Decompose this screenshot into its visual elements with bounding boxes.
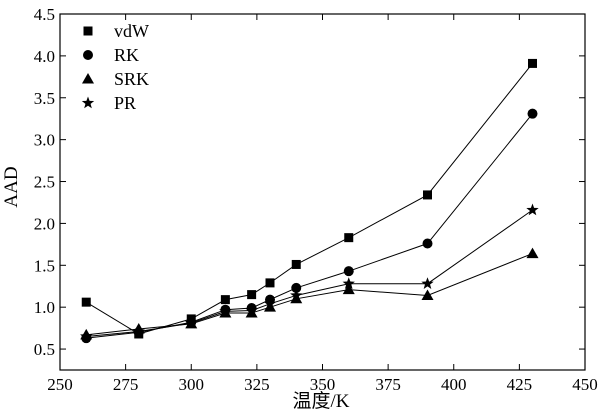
y-tick-label: 2.5	[34, 173, 55, 192]
x-tick-label: 300	[179, 375, 205, 394]
data-point	[423, 190, 432, 200]
series-srk	[80, 247, 539, 340]
data-point	[342, 283, 355, 295]
data-point	[247, 290, 257, 300]
series-rk	[81, 108, 538, 344]
x-tick-label: 250	[47, 375, 73, 394]
x-axis-title: 温度/K	[292, 390, 349, 412]
data-point	[344, 233, 354, 243]
data-point	[291, 282, 302, 293]
data-point	[342, 277, 355, 289]
legend-item: vdW	[83, 21, 149, 41]
legend-label: RK	[114, 45, 139, 65]
legend-label: PR	[114, 93, 136, 113]
y-tick-label: 3.5	[34, 89, 55, 108]
x-tick-label: 425	[507, 375, 533, 394]
legend-item: PR	[81, 93, 136, 113]
y-tick-label: 3.0	[34, 131, 55, 150]
plot-frame	[59, 13, 586, 371]
data-point	[219, 304, 232, 317]
legend-marker	[83, 50, 93, 60]
y-tick-label: 4.5	[34, 5, 55, 24]
data-point	[132, 324, 145, 337]
y-tick-label: 2.0	[34, 214, 55, 233]
y-tick-label: 0.5	[34, 340, 55, 359]
series-line	[85, 63, 533, 335]
legend: vdW RK SRK PR	[81, 21, 149, 113]
legend-marker	[82, 73, 94, 84]
data-point	[421, 277, 434, 289]
data-point	[527, 108, 538, 119]
series-line	[86, 209, 533, 337]
data-point	[185, 316, 198, 329]
x-tick-label: 325	[244, 375, 270, 394]
x-tick-label: 375	[375, 375, 401, 394]
legend-label: vdW	[114, 21, 149, 41]
y-tick-label: 1.5	[34, 256, 55, 275]
x-tick-label: 400	[441, 375, 467, 394]
y-tick-label: 4.0	[34, 47, 55, 66]
x-tick-label: 450	[572, 375, 598, 394]
data-point	[422, 238, 433, 249]
data-point	[526, 247, 539, 259]
data-point	[526, 203, 539, 216]
data-point	[220, 295, 230, 305]
data-point	[528, 58, 537, 68]
legend-item: SRK	[82, 69, 149, 89]
legend-item: RK	[83, 45, 139, 65]
series-layer	[80, 58, 539, 344]
data-point	[80, 329, 93, 342]
axes: 250 275 300 325 350 375 400 425 450 0.5 1.0 1.5 2.0 2…	[34, 5, 598, 394]
data-point	[343, 266, 354, 277]
data-point	[291, 259, 301, 269]
series-pr	[80, 203, 539, 342]
data-point	[290, 288, 303, 301]
data-point	[421, 289, 434, 300]
data-point	[81, 297, 91, 307]
y-axis-title: AAD	[1, 166, 22, 207]
data-point	[265, 278, 275, 288]
data-point	[245, 304, 258, 316]
x-tick-label: 350	[310, 375, 336, 394]
legend-marker	[83, 26, 93, 36]
data-point	[263, 297, 277, 310]
legend-label: SRK	[114, 69, 149, 89]
x-tick-label: 275	[113, 375, 139, 394]
series-line	[86, 253, 533, 336]
y-tick-label: 1.0	[34, 298, 55, 317]
legend-marker	[81, 96, 95, 109]
